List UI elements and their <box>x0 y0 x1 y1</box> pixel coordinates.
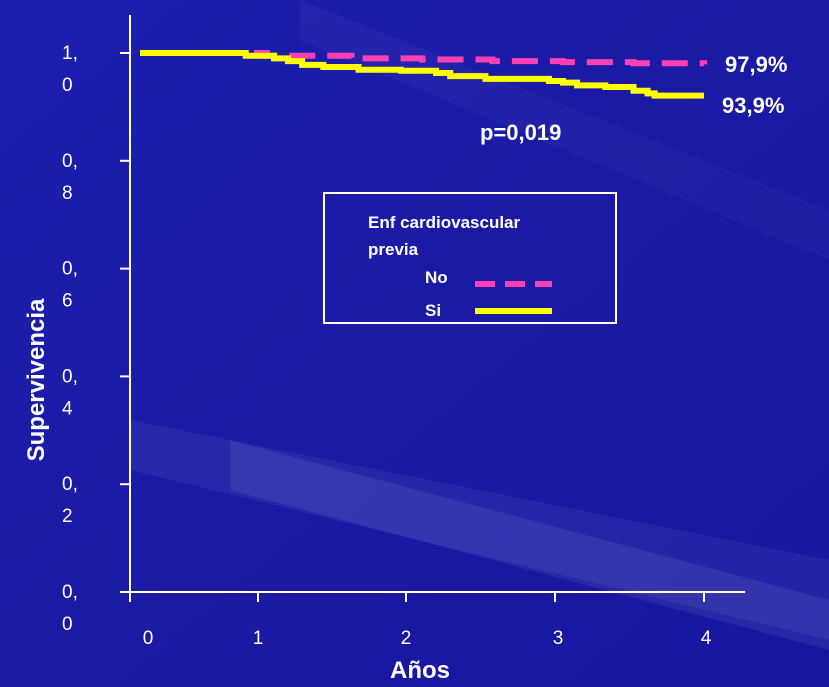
legend-title-line1: Enf cardiovascular <box>368 213 521 232</box>
legend-title-line2: previa <box>368 240 419 259</box>
end-label-no: 97,9% <box>725 52 787 77</box>
y-tick-label: 0, <box>62 151 78 172</box>
y-axis-ticks: 0, 0 0, 2 0, 4 0, 6 0, 8 1, 0 <box>62 43 130 635</box>
legend: Enf cardiovascular previa No Si <box>323 192 617 324</box>
x-tick-label: 4 <box>701 628 712 649</box>
end-label-si: 93,9% <box>722 93 784 118</box>
series-layer <box>140 50 707 99</box>
y-tick-label: 1, <box>62 43 78 64</box>
y-tick-label: 0, <box>62 474 78 495</box>
legend-label-no: No <box>425 268 448 287</box>
y-tick-label: 0, <box>62 582 78 603</box>
y-tick-label: 0 <box>62 614 73 635</box>
axes <box>129 15 745 593</box>
series-line-si <box>140 50 704 99</box>
x-tick-label: 3 <box>553 628 564 649</box>
y-tick-label: 0, <box>62 259 78 280</box>
x-axis-ticks: 0 1 2 3 4 <box>129 592 712 649</box>
p-value-annotation: p=0,019 <box>480 120 561 145</box>
y-tick-label: 8 <box>62 183 73 204</box>
x-axis-title: Años <box>390 657 450 684</box>
y-tick-label: 2 <box>62 506 73 527</box>
legend-box <box>323 192 617 324</box>
y-tick-label: 0, <box>62 366 78 387</box>
background-streak <box>130 420 829 640</box>
x-tick-label: 1 <box>253 628 264 649</box>
background-streak <box>230 440 829 650</box>
x-tick-label: 2 <box>401 628 412 649</box>
y-axis-title: Supervivencia <box>23 298 50 461</box>
x-tick-label: 0 <box>143 628 154 649</box>
y-tick-label: 6 <box>62 291 73 312</box>
y-tick-label: 0 <box>62 75 73 96</box>
y-tick-label: 4 <box>62 398 73 419</box>
legend-label-si: Si <box>425 301 441 320</box>
